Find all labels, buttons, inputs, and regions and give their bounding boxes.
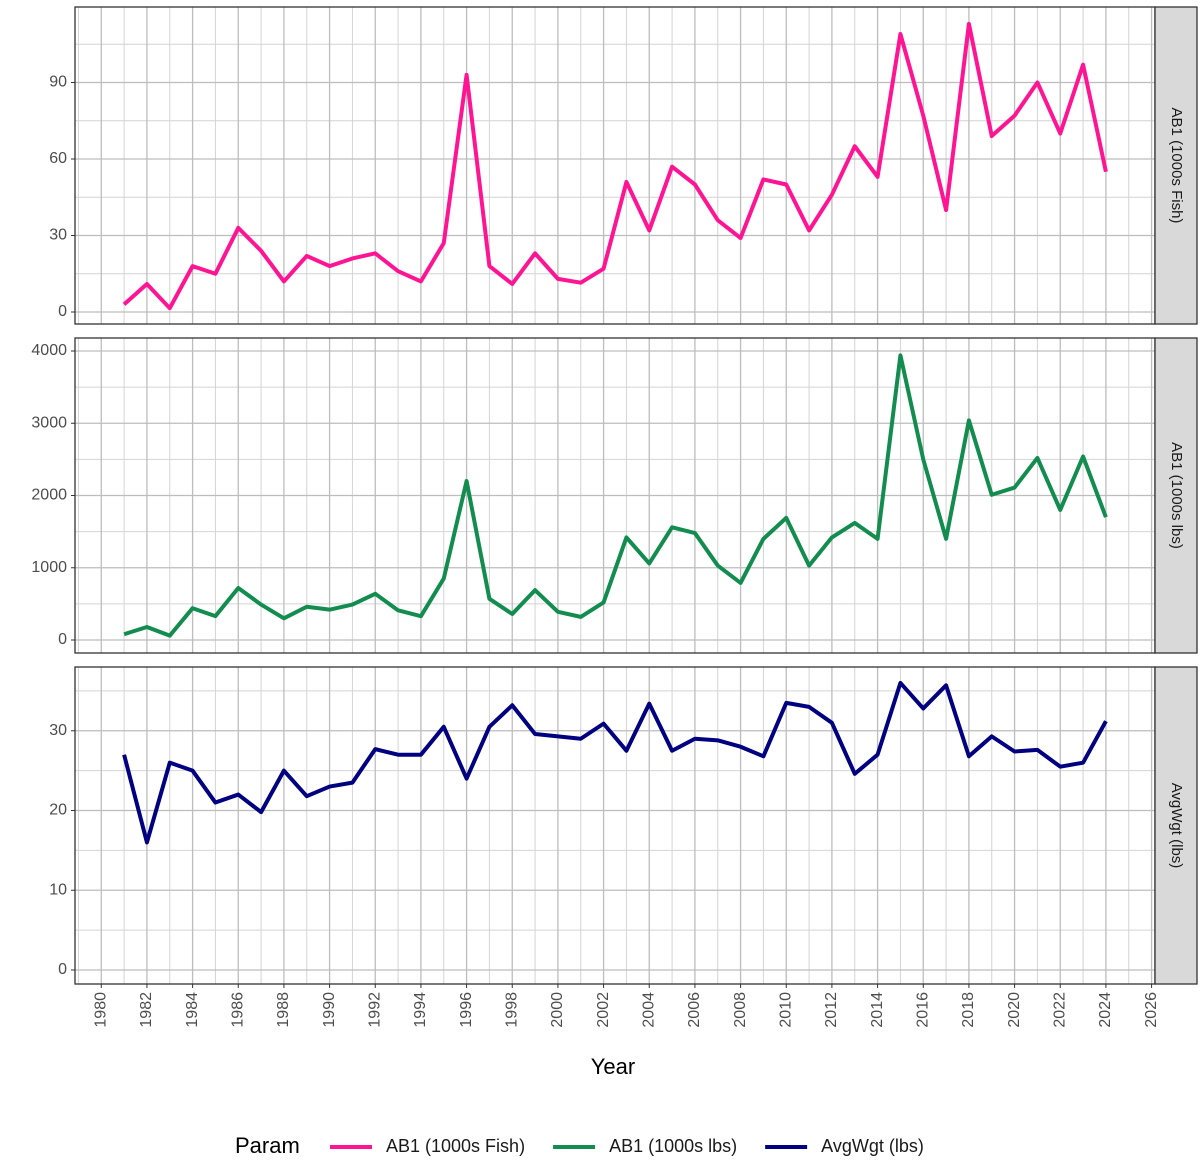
- y-tick-label: 0: [58, 631, 67, 648]
- x-tick-label: 1986: [229, 992, 246, 1028]
- x-tick-label: 2008: [732, 992, 749, 1028]
- x-tick-label: 2002: [595, 992, 612, 1028]
- panel-background: [75, 667, 1155, 984]
- data-line: [123, 353, 1108, 638]
- x-tick-label: 2018: [960, 992, 977, 1028]
- x-tick-label: 1990: [321, 992, 338, 1028]
- y-tick-label: 30: [49, 722, 67, 739]
- facet-label: AB1 (1000s Fish): [1168, 108, 1185, 224]
- x-tick-label: 1996: [458, 992, 475, 1028]
- x-tick-label: 1992: [366, 992, 383, 1028]
- y-tick-label: 2000: [31, 487, 67, 504]
- x-tick-label: 2022: [1051, 992, 1068, 1028]
- x-tick-label: 2000: [549, 992, 566, 1028]
- facet-label: AvgWgt (lbs): [1168, 783, 1185, 869]
- x-tick-label: 2006: [686, 992, 703, 1028]
- x-tick-label: 1998: [503, 992, 520, 1028]
- x-tick-label: 2004: [640, 992, 657, 1028]
- y-tick-label: 0: [58, 961, 67, 978]
- y-tick-label: 90: [49, 74, 67, 91]
- x-tick-label: 2014: [869, 992, 886, 1028]
- y-tick-label: 3000: [31, 414, 67, 431]
- facet-label: AB1 (1000s lbs): [1168, 442, 1185, 549]
- x-tick-label: 2016: [914, 992, 931, 1028]
- legend-label: AvgWgt (lbs): [821, 1136, 924, 1156]
- y-tick-label: 0: [58, 303, 67, 320]
- y-tick-label: 10: [49, 881, 67, 898]
- x-tick-label: 2024: [1097, 992, 1114, 1028]
- legend-title: Param: [235, 1133, 300, 1158]
- x-tick-label: 2012: [823, 992, 840, 1028]
- x-tick-label: 1980: [92, 992, 109, 1028]
- legend-label: AB1 (1000s Fish): [386, 1136, 525, 1156]
- x-tick-label: 1982: [138, 992, 155, 1028]
- y-tick-label: 30: [49, 227, 67, 244]
- panel-background: [75, 7, 1155, 324]
- x-tick-label: 2020: [1006, 992, 1023, 1028]
- x-tick-label: 1984: [184, 992, 201, 1028]
- data-line: [122, 21, 1108, 311]
- facet-strip: [1154, 337, 1198, 654]
- y-tick-label: 4000: [31, 342, 67, 359]
- x-tick-label: 2026: [1143, 992, 1160, 1028]
- x-axis-title: Year: [591, 1054, 635, 1079]
- data-line: [122, 680, 1108, 845]
- x-tick-label: 1994: [412, 992, 429, 1028]
- y-tick-label: 1000: [31, 559, 67, 576]
- legend-label: AB1 (1000s lbs): [609, 1136, 737, 1156]
- y-tick-label: 60: [49, 150, 67, 167]
- x-tick-label: 1988: [275, 992, 292, 1028]
- facet-strip: [1154, 6, 1198, 325]
- y-tick-label: 20: [49, 802, 67, 819]
- facet-strip: [1154, 666, 1198, 985]
- x-tick-label: 2010: [777, 992, 794, 1028]
